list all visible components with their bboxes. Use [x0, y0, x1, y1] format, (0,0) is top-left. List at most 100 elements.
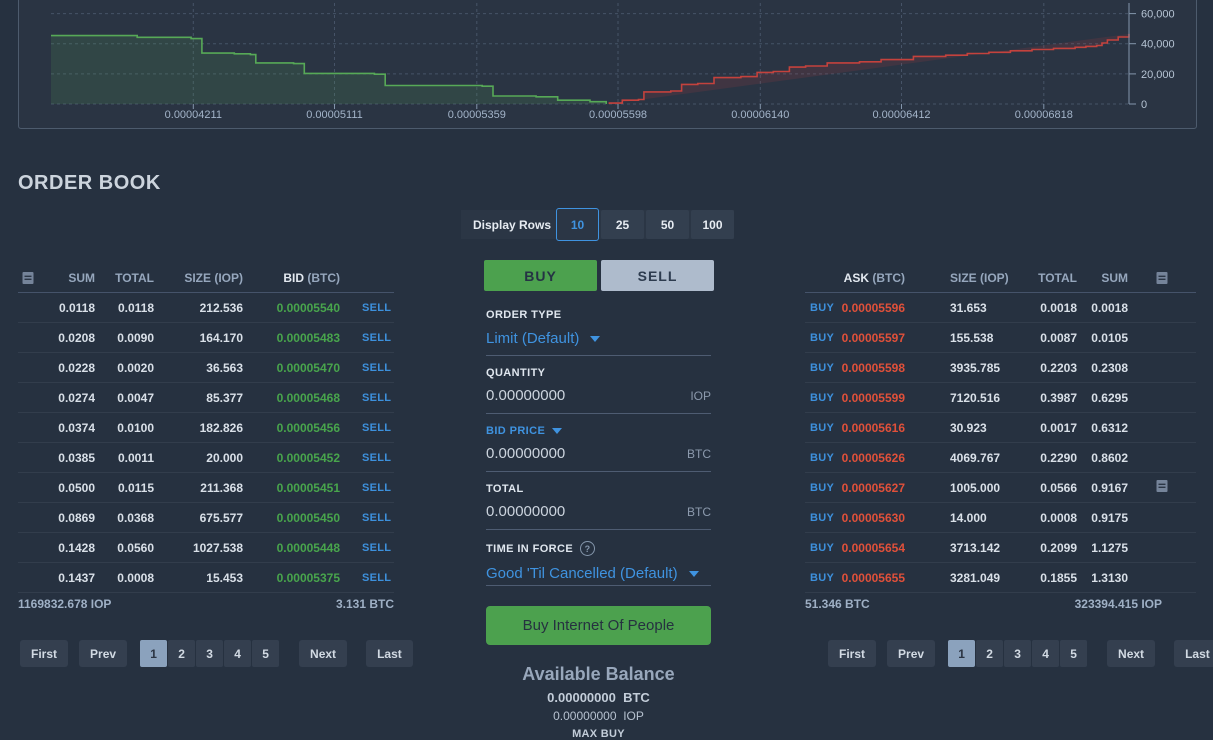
- sell-link[interactable]: SELL: [362, 511, 392, 524]
- x-tick-label: 0.00005359: [448, 109, 506, 121]
- display-rows-option-10[interactable]: 10: [556, 208, 599, 241]
- receipt-icon: [1156, 271, 1168, 285]
- asks-prev-button[interactable]: Prev: [887, 640, 936, 667]
- bids-page-4[interactable]: 4: [224, 640, 252, 667]
- sell-link[interactable]: SELL: [362, 481, 392, 494]
- ask-total: 0.0087: [1040, 330, 1077, 345]
- bid-total: 0.0115: [117, 480, 154, 495]
- asks-page-5[interactable]: 5: [1060, 640, 1088, 667]
- balance-iop: 0.00000000 IOP: [553, 709, 644, 723]
- bids-page-5[interactable]: 5: [252, 640, 280, 667]
- bid-price: 0.00005450: [276, 510, 340, 525]
- x-gridlines: [192, 3, 1045, 104]
- bid-price-group: BID PRICE BTC: [486, 418, 711, 472]
- bids-table-header: SUM TOTAL SIZE (IOP) BID (BTC): [18, 264, 394, 293]
- bids-next-button[interactable]: Next: [299, 640, 348, 667]
- display-rows-option-50[interactable]: 50: [646, 210, 689, 239]
- buy-link[interactable]: BUY: [810, 361, 835, 374]
- ask-price: 0.00005655: [841, 570, 905, 585]
- buy-link[interactable]: BUY: [810, 421, 835, 434]
- asks-last-button[interactable]: Last: [1174, 640, 1213, 667]
- chevron-down-icon: [552, 428, 563, 434]
- x-tick-label: 0.00004211: [165, 109, 222, 121]
- bids-line: [51, 34, 607, 104]
- asks-page-2[interactable]: 2: [976, 640, 1004, 667]
- buy-link[interactable]: BUY: [810, 301, 835, 314]
- bids-prev-button[interactable]: Prev: [79, 640, 128, 667]
- display-rows-option-100[interactable]: 100: [691, 210, 734, 239]
- sell-link[interactable]: SELL: [362, 451, 392, 464]
- bid-price: 0.00005456: [276, 420, 340, 435]
- buy-link[interactable]: BUY: [810, 451, 835, 464]
- asks-next-button[interactable]: Next: [1107, 640, 1156, 667]
- tab-buy[interactable]: BUY: [484, 260, 597, 291]
- asks-header-sum: SUM: [1101, 271, 1128, 285]
- bids-rows: 0.0118 0.0118 212.536 0.00005540 SELL 0.0208 0…: [18, 293, 394, 593]
- sell-link[interactable]: SELL: [362, 301, 392, 314]
- buy-link[interactable]: BUY: [810, 511, 835, 524]
- sell-link[interactable]: SELL: [362, 571, 392, 584]
- x-tick-label: 0.00005598: [589, 109, 647, 121]
- ask-size: 1005.000: [950, 480, 1001, 495]
- bid-sum: 0.0274: [58, 390, 95, 405]
- bids-total-iop: 1169832.678 IOP: [18, 597, 112, 611]
- ask-sum: 0.9175: [1091, 510, 1128, 525]
- asks-page-1[interactable]: 1: [948, 640, 976, 667]
- bid-total: 0.0368: [117, 510, 154, 525]
- bids-pagination: First Prev 1 2 3 4 5 Next Last: [20, 640, 413, 667]
- sell-link[interactable]: SELL: [362, 361, 392, 374]
- bid-price: 0.00005470: [276, 360, 340, 375]
- bid-price-select[interactable]: BID PRICE: [486, 418, 711, 437]
- bid-total: 0.0020: [117, 360, 154, 375]
- total-group: TOTAL BTC: [486, 476, 711, 530]
- time-in-force-label: TIME IN FORCE ?: [486, 534, 711, 556]
- x-tick-label: 0.00006140: [731, 109, 789, 121]
- y-tick-label: 20,000: [1141, 69, 1175, 81]
- display-rows-options: 10 25 50 100: [556, 208, 734, 241]
- my-order-marker-icon: [1128, 479, 1196, 496]
- bids-last-button[interactable]: Last: [366, 640, 413, 667]
- sell-link[interactable]: SELL: [362, 421, 392, 434]
- bids-footer: 1169832.678 IOP 3.131 BTC: [18, 597, 394, 611]
- bid-price: 0.00005451: [276, 480, 340, 495]
- x-tick-label: 0.00006412: [872, 109, 930, 121]
- sell-link[interactable]: SELL: [362, 391, 392, 404]
- order-type-select[interactable]: Limit (Default): [486, 330, 711, 347]
- time-in-force-select[interactable]: Good 'Til Cancelled (Default): [486, 565, 711, 582]
- buy-link[interactable]: BUY: [810, 331, 835, 344]
- bids-page-3[interactable]: 3: [196, 640, 224, 667]
- display-rows-option-25[interactable]: 25: [601, 210, 644, 239]
- x-tick-label: 0.00006818: [1015, 109, 1073, 121]
- bids-page-2[interactable]: 2: [168, 640, 196, 667]
- order-type-label: ORDER TYPE: [486, 309, 562, 321]
- bid-row: 0.0274 0.0047 85.377 0.00005468 SELL: [18, 383, 394, 413]
- asks-page-4[interactable]: 4: [1032, 640, 1060, 667]
- sell-link[interactable]: SELL: [362, 331, 392, 344]
- buy-link[interactable]: BUY: [810, 541, 835, 554]
- buy-link[interactable]: BUY: [810, 571, 835, 584]
- asks-first-button[interactable]: First: [828, 640, 877, 667]
- sell-link[interactable]: SELL: [362, 541, 392, 554]
- bid-sum: 0.0869: [58, 510, 95, 525]
- bid-row: 0.0118 0.0118 212.536 0.00005540 SELL: [18, 293, 394, 323]
- bid-size: 164.170: [199, 330, 243, 345]
- bid-sum: 0.0374: [58, 420, 95, 435]
- tab-sell[interactable]: SELL: [601, 260, 714, 291]
- buy-link[interactable]: BUY: [810, 481, 835, 494]
- buy-submit-button[interactable]: Buy Internet Of People: [486, 606, 711, 645]
- bids-page-1[interactable]: 1: [140, 640, 168, 667]
- ask-size: 3935.785: [950, 360, 1001, 375]
- bid-price-input[interactable]: [486, 445, 636, 462]
- bids-first-button[interactable]: First: [20, 640, 69, 667]
- buy-link[interactable]: BUY: [810, 391, 835, 404]
- bid-row: 0.0208 0.0090 164.170 0.00005483 SELL: [18, 323, 394, 353]
- quantity-input[interactable]: [486, 387, 636, 404]
- ask-row: BUY 0.00005654 3713.142 0.2099 1.1275: [805, 533, 1196, 563]
- total-input[interactable]: [486, 503, 636, 520]
- my-orders-icon: [18, 271, 42, 286]
- asks-page-3[interactable]: 3: [1004, 640, 1032, 667]
- bid-row: 0.0385 0.0011 20.000 0.00005452 SELL: [18, 443, 394, 473]
- help-icon[interactable]: ?: [580, 541, 596, 556]
- asks-header-size: SIZE (IOP): [950, 271, 1009, 285]
